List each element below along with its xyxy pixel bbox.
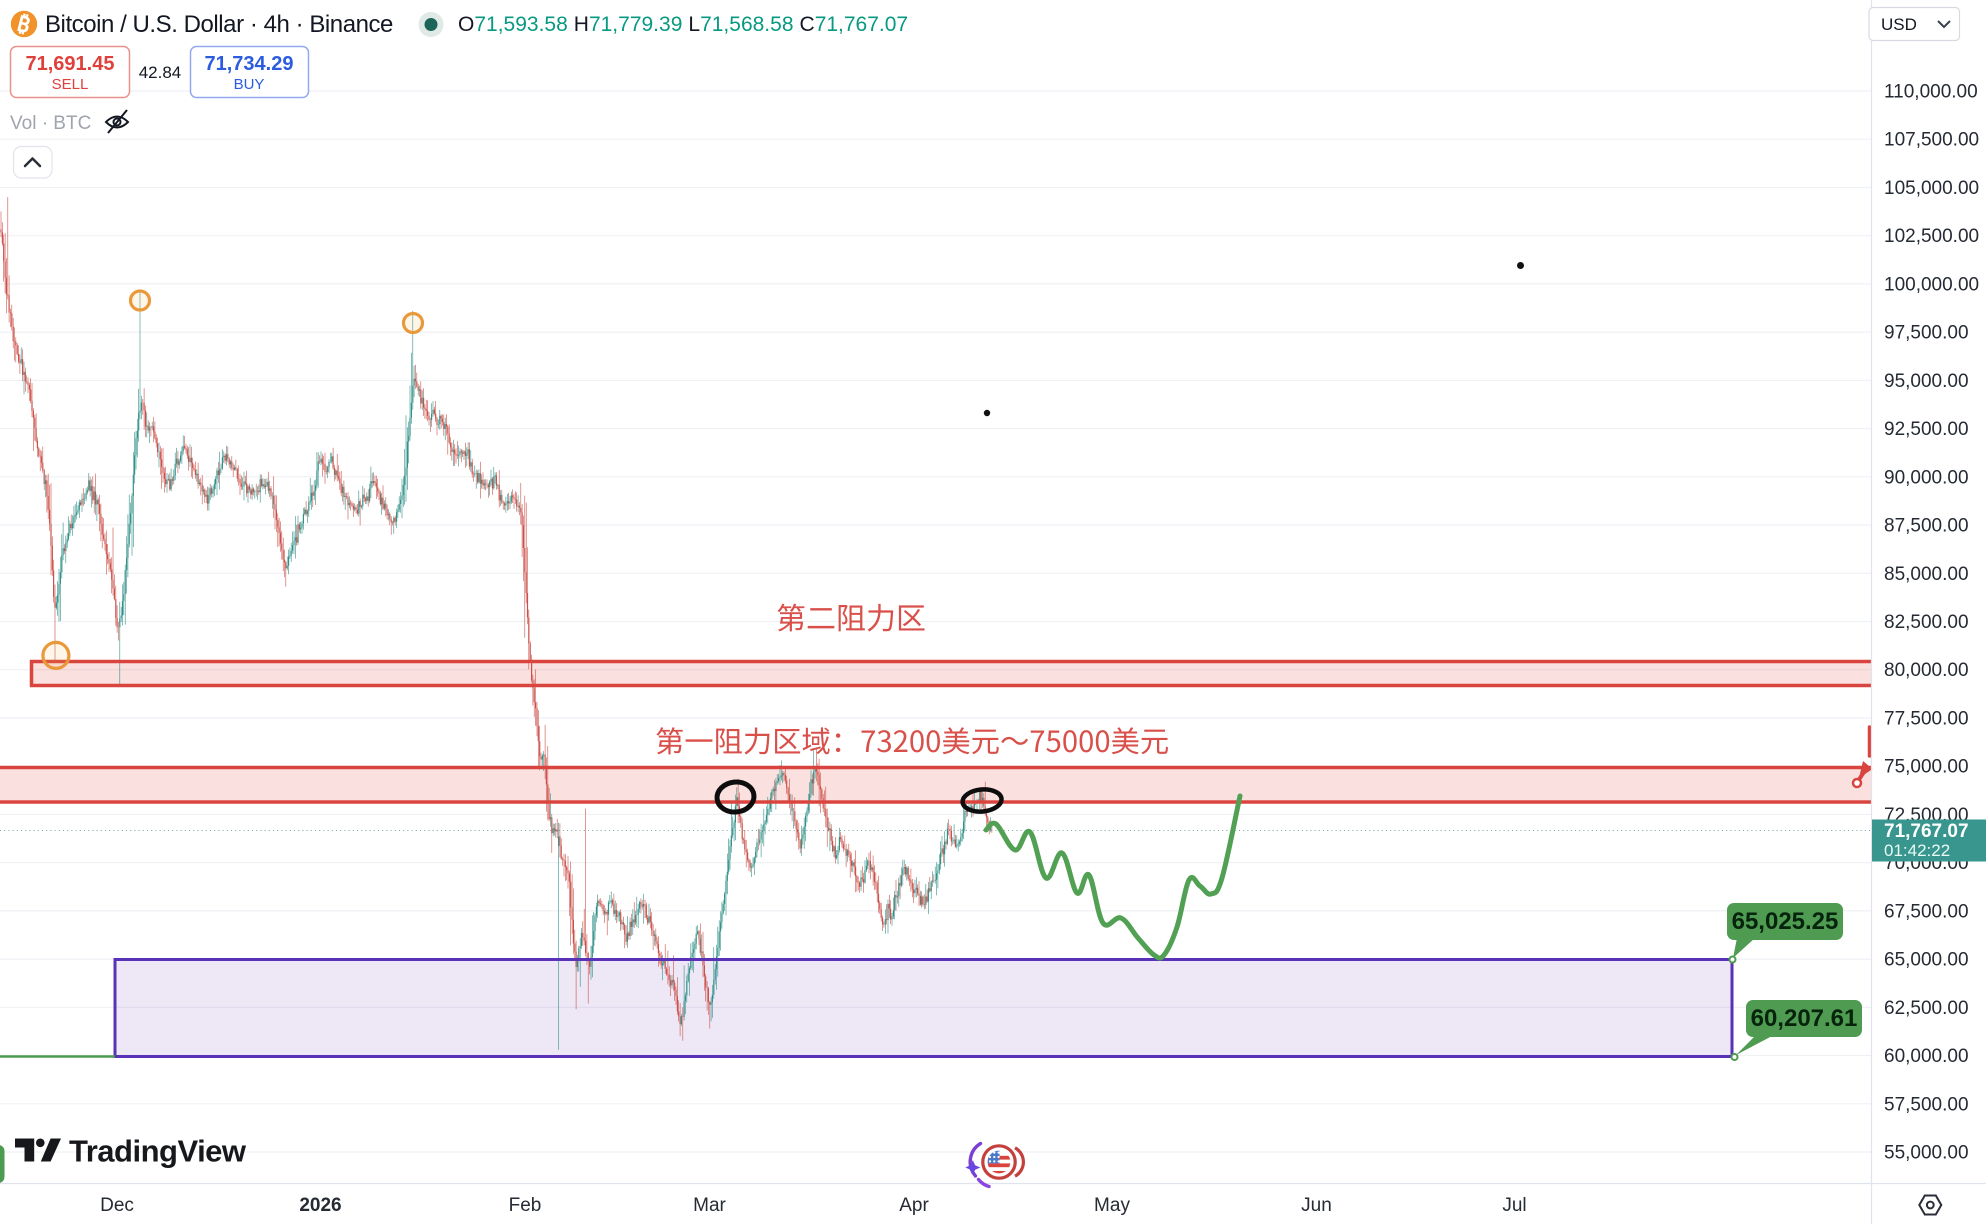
svg-text:87,500.00: 87,500.00 (1884, 516, 1969, 537)
svg-text:2026: 2026 (299, 1195, 341, 1216)
svg-text:01:42:22: 01:42:22 (1884, 841, 1950, 860)
svg-text:Bitcoin / U.S. Dollar · 4h · B: Bitcoin / U.S. Dollar · 4h · Binance (45, 11, 393, 38)
svg-text:95,000.00: 95,000.00 (1884, 371, 1969, 392)
svg-text:60,207.61: 60,207.61 (1751, 1005, 1858, 1032)
svg-text:42.84: 42.84 (139, 63, 182, 82)
svg-text:77,500.00: 77,500.00 (1884, 709, 1969, 730)
svg-text:Jul: Jul (1502, 1195, 1526, 1216)
svg-text:Dec: Dec (100, 1195, 134, 1216)
svg-text:75,000.00: 75,000.00 (1884, 757, 1969, 778)
svg-text:97,500.00: 97,500.00 (1884, 323, 1969, 344)
svg-text:102,500.00: 102,500.00 (1884, 226, 1979, 247)
svg-text:55,000.00: 55,000.00 (1884, 1143, 1969, 1164)
svg-text:SELL: SELL (52, 76, 89, 93)
svg-text:85,000.00: 85,000.00 (1884, 564, 1969, 585)
svg-text:TradingView: TradingView (69, 1134, 247, 1169)
svg-text:62,500.00: 62,500.00 (1884, 998, 1969, 1019)
svg-text:65,000.00: 65,000.00 (1884, 950, 1969, 971)
svg-text:Apr: Apr (899, 1195, 929, 1216)
svg-text:60,000.00: 60,000.00 (1884, 1046, 1969, 1067)
svg-text:105,000.00: 105,000.00 (1884, 178, 1979, 199)
svg-text:80,000.00: 80,000.00 (1884, 660, 1969, 681)
svg-text:90,000.00: 90,000.00 (1884, 467, 1969, 488)
svg-text:Jun: Jun (1301, 1195, 1332, 1216)
svg-text:82,500.00: 82,500.00 (1884, 612, 1969, 633)
svg-text:110,000.00: 110,000.00 (1884, 82, 1978, 103)
svg-text:107,500.00: 107,500.00 (1884, 130, 1979, 151)
svg-text:71,734.29: 71,734.29 (205, 53, 294, 75)
svg-text:71,691.45: 71,691.45 (26, 53, 115, 75)
svg-text:Mar: Mar (693, 1195, 726, 1216)
svg-text:67,500.00: 67,500.00 (1884, 901, 1969, 922)
svg-text:May: May (1094, 1195, 1130, 1216)
svg-text:65,025.25: 65,025.25 (1732, 908, 1839, 935)
svg-text:USD: USD (1881, 15, 1917, 34)
svg-text:71,767.07: 71,767.07 (1884, 821, 1969, 842)
svg-text:Vol · BTC: Vol · BTC (10, 113, 91, 134)
svg-text:Feb: Feb (509, 1195, 542, 1216)
svg-text:57,500.00: 57,500.00 (1884, 1094, 1969, 1115)
svg-text:100,000.00: 100,000.00 (1884, 274, 1979, 295)
svg-text:92,500.00: 92,500.00 (1884, 419, 1969, 440)
svg-text:BUY: BUY (234, 76, 265, 93)
